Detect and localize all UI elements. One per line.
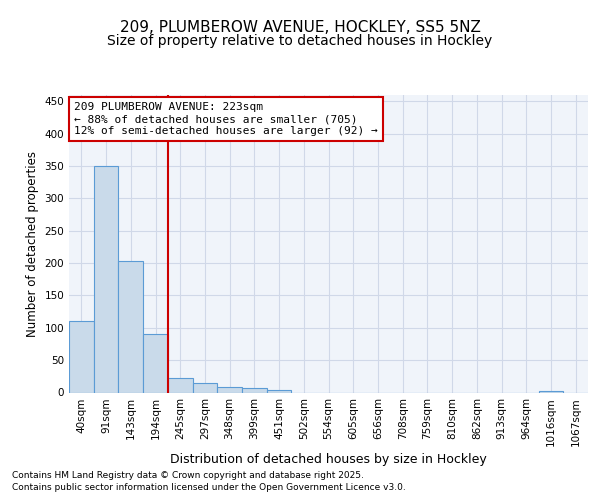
Bar — [168, 378, 193, 392]
Y-axis label: Number of detached properties: Number of detached properties — [26, 151, 39, 337]
X-axis label: Distribution of detached houses by size in Hockley: Distribution of detached houses by size … — [170, 453, 487, 466]
Bar — [193, 384, 217, 392]
Text: 209, PLUMBEROW AVENUE, HOCKLEY, SS5 5NZ: 209, PLUMBEROW AVENUE, HOCKLEY, SS5 5NZ — [119, 20, 481, 35]
Text: Size of property relative to detached houses in Hockley: Size of property relative to detached ho… — [107, 34, 493, 48]
Text: 209 PLUMBEROW AVENUE: 223sqm
← 88% of detached houses are smaller (705)
12% of s: 209 PLUMBEROW AVENUE: 223sqm ← 88% of de… — [74, 102, 378, 136]
Bar — [94, 166, 118, 392]
Bar — [539, 390, 563, 392]
Text: Contains public sector information licensed under the Open Government Licence v3: Contains public sector information licen… — [12, 483, 406, 492]
Bar — [217, 386, 242, 392]
Bar — [267, 390, 292, 392]
Bar — [143, 334, 168, 392]
Text: Contains HM Land Registry data © Crown copyright and database right 2025.: Contains HM Land Registry data © Crown c… — [12, 472, 364, 480]
Bar — [118, 260, 143, 392]
Bar — [242, 388, 267, 392]
Bar — [69, 322, 94, 392]
